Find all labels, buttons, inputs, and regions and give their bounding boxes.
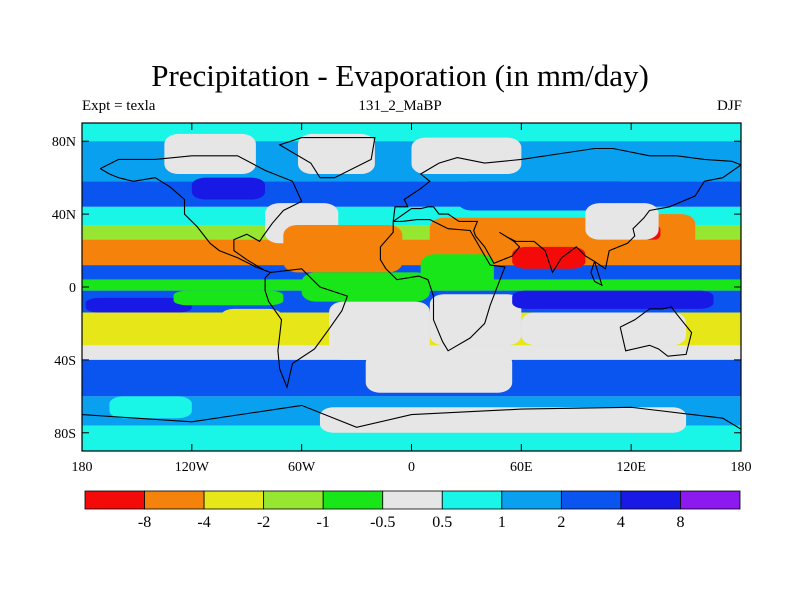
axis-tick-layer: 180 120W 60W 0 60E 120E 180 80N 40N 0 40S 80S: [52, 123, 752, 475]
coastline-4: [392, 147, 741, 287]
lon-tick-label: 0: [408, 460, 415, 475]
coastline-layer: [82, 137, 741, 451]
coastline-0: [100, 155, 303, 273]
colorbar-swatch--4_-2: [203, 490, 265, 510]
lon-tick-label: 180: [72, 460, 93, 475]
colorbar-swatch-4_8: [620, 490, 681, 510]
pe-patch-22: [109, 396, 192, 419]
pe-patch-14: [329, 301, 430, 360]
coastline-3: [379, 219, 506, 352]
lon-tick-label: 60E: [510, 460, 533, 475]
pe-patch-18: [173, 290, 284, 306]
lon-tick-label: 120E: [616, 460, 646, 475]
pe-patch-3: [191, 177, 266, 200]
colorbar-swatch-1_2: [501, 490, 562, 510]
lat-tick-label: 80S: [54, 427, 76, 442]
colorbar-swatch--0.5_0.5: [382, 490, 443, 510]
lon-tick-label: 180: [731, 460, 752, 475]
pe-patch-15: [429, 294, 522, 346]
coastline-5: [619, 306, 693, 357]
colorbar-label: -8: [138, 514, 151, 531]
pe-patch-4: [457, 181, 632, 211]
pe-patch-2: [411, 137, 522, 175]
season-label: DJF: [716, 98, 742, 114]
pe-patch-0: [164, 133, 256, 175]
colorbar-label: -2: [257, 514, 270, 531]
colorbar-swatch--2_-1: [263, 490, 324, 510]
pe-band-5: [82, 239, 741, 266]
colorbar-label: 2: [557, 514, 565, 531]
colorbar-swatch-lt_-8: [84, 490, 145, 510]
pe-patch-19: [521, 312, 687, 346]
pe-patch-12: [420, 254, 494, 291]
colorbar-swatch--8_-4: [144, 490, 205, 510]
colorbar: -8 -4 -2 -1 -0.5 0.5 1 2 4 8: [84, 490, 741, 531]
colorbar-label: -0.5: [370, 514, 395, 531]
colorbar-label: 0.5: [432, 514, 452, 531]
coastline-2: [264, 268, 349, 390]
contour-fill-layer: [82, 123, 741, 451]
lat-tick-label: 40S: [54, 354, 76, 369]
colorbar-swatch-2_4: [560, 490, 622, 510]
pe-patch-17: [85, 297, 192, 313]
colorbar-swatch-gt_8: [680, 490, 741, 510]
colorbar-swatch-0.5_1: [441, 490, 503, 510]
pe-patch-16: [512, 290, 714, 309]
pe-patch-21: [365, 352, 513, 393]
lat-tick-label: 80N: [52, 135, 76, 150]
lat-tick-label: 0: [69, 281, 76, 296]
colorbar-label: 8: [676, 514, 684, 531]
lat-tick-label: 40N: [52, 208, 76, 223]
colorbar-swatch--1_-0.5: [322, 490, 384, 510]
coastline-1: [278, 137, 376, 179]
pe-patch-11: [585, 203, 659, 240]
pe-patch-23: [319, 407, 687, 433]
experiment-label: Expt = texla: [82, 98, 156, 114]
run-label: 131_2_MaBP: [358, 98, 442, 114]
colorbar-label: 4: [617, 514, 625, 531]
pe-patch-20: [219, 308, 284, 342]
colorbar-label: -4: [197, 514, 210, 531]
pe-patch-8: [512, 246, 586, 269]
pe-patch-1: [298, 133, 375, 175]
lon-tick-label: 60W: [288, 460, 316, 475]
plot-title: Precipitation - Evaporation (in mm/day): [151, 58, 649, 93]
colorbar-label: -1: [317, 514, 330, 531]
colorbar-label: 1: [498, 514, 506, 531]
pe-patch-6: [283, 225, 403, 273]
coastline-6: [82, 404, 741, 451]
lon-tick-label: 120W: [175, 460, 210, 475]
